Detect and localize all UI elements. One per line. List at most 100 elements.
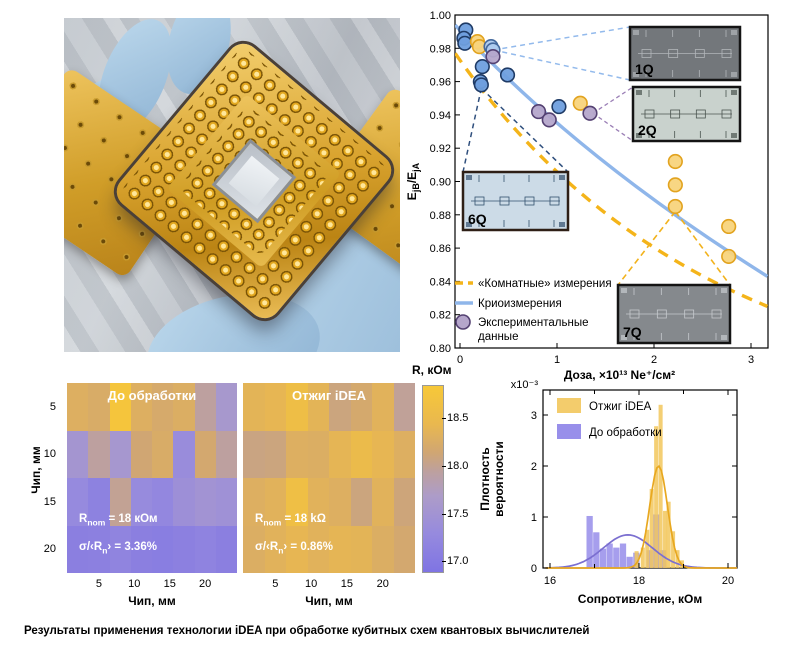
heatmap-cell [286,525,308,573]
heatmap-cell [194,525,216,573]
heatmap-cell [194,478,216,526]
inset-label: 6Q [468,211,487,227]
heatmap-cell [130,525,152,573]
axis-tick-label: 10 [304,578,318,590]
hist-ylabel: Плотностьвероятности [480,441,506,517]
colorbar-tickmark [442,513,446,515]
scatter-xlabel: Доза, ×10¹³ Ne⁺/см² [564,368,675,382]
svg-text:0.88: 0.88 [430,210,451,222]
heatmap-title-before: До обработки [107,388,197,403]
data-point [551,98,567,115]
svg-text:1.00: 1.00 [430,10,451,22]
heatmap-cell [243,478,265,526]
colorbar [422,385,444,573]
heatmap-cell [264,430,286,478]
heatmap-cell [215,525,237,573]
experimental-points [485,49,598,128]
heatmap-cell [372,430,394,478]
heatmap-cell [152,525,174,573]
heatmap-cell [307,525,329,573]
heatmap-cell [173,478,195,526]
hist-xlabel: Сопротивление, кОм [578,592,703,606]
hist-bar [663,510,668,568]
inset-connector-line [617,210,676,286]
heatmap-cell [286,383,308,431]
heatmap-cell [88,430,110,478]
inset-7Q: 7Q [616,283,732,345]
hist-bar [671,531,676,568]
axis-tick-label: 20 [376,578,389,590]
heatmap-cell [243,430,265,478]
cryo-points [456,22,567,115]
data-point [582,105,598,121]
heatmap-cell [264,478,286,526]
hist-legend: Отжиг iDEA До обработки [557,398,662,439]
hist-bar [619,543,627,568]
colorbar-title: R, кОм [412,363,452,377]
heatmap-cell [67,430,89,478]
heatmap-cell [372,525,394,573]
heatmap-cell [173,525,195,573]
heatmap-cell [350,478,372,526]
heatmap-title-after: Отжиг iDEA [292,388,366,403]
svg-text:18: 18 [633,575,645,587]
heatmap-before [67,383,237,573]
hist-bar [606,543,613,568]
legend-swatch [557,424,581,439]
hist-bar [599,548,607,568]
heatmap-cell [173,430,195,478]
svg-text:0.92: 0.92 [430,143,451,155]
heatmap-cell [350,430,372,478]
colorbar-tickmark [442,561,446,563]
data-point [721,248,737,265]
annotation-rnom-before: Rnom = 18 кОм [79,513,158,528]
data-point [667,177,683,193]
data-point [473,77,489,93]
inset-2Q: 2Q [631,85,742,143]
legend-swatch [557,398,581,413]
hist-bar [649,488,654,568]
heatmap-cell [350,525,372,573]
heatmap-cell [130,430,152,478]
inset-6Q: 6Q [461,170,570,232]
heatmap-cell [152,430,174,478]
svg-text:1: 1 [554,354,560,366]
figure-caption: Результаты применения технологии iDEA пр… [24,625,590,637]
fit-curve [545,464,737,569]
heatmap-cell [329,383,351,431]
svg-text:20: 20 [722,575,734,587]
data-point [572,95,588,111]
svg-text:«Комнатные» измерения: «Комнатные» измерения [478,278,612,290]
heatmap-cell [67,478,89,526]
axis-tick-label: 18.5 [447,412,469,425]
heatmap-cell [109,430,131,478]
hist-bar [645,529,650,568]
heatmap-cell [109,525,131,573]
heatmap-cell [215,430,237,478]
svg-text:3: 3 [531,410,537,422]
heatmap-cell [109,478,131,526]
heatmap-cell [215,478,237,526]
hist-scale-label: x10⁻³ [511,379,539,391]
svg-text:1: 1 [531,512,537,524]
data-point [541,112,557,128]
heatmap-cell [350,383,372,431]
annotation-sigma-before: σ/‹Rn› = 3.36% [79,541,157,556]
data-point [721,218,737,235]
legend-label: Отжиг iDEA [589,401,652,413]
data-point [499,67,516,83]
colorbar-tickmark [442,466,446,468]
heatmap-cell [372,478,394,526]
hist-bar [613,547,620,568]
svg-text:Криоизмерения: Криоизмерения [478,298,562,310]
axis-tick-label: 5 [95,578,102,590]
heatmap-cell [393,478,415,526]
heatmap-cell [264,525,286,573]
svg-text:0.82: 0.82 [430,310,451,322]
heatmap-xlabel-after: Чип, мм [305,594,353,608]
inset-label: 2Q [638,122,657,138]
svg-text:3: 3 [748,354,754,366]
svg-text:0.84: 0.84 [430,276,451,288]
heatmap-cell [393,383,415,431]
